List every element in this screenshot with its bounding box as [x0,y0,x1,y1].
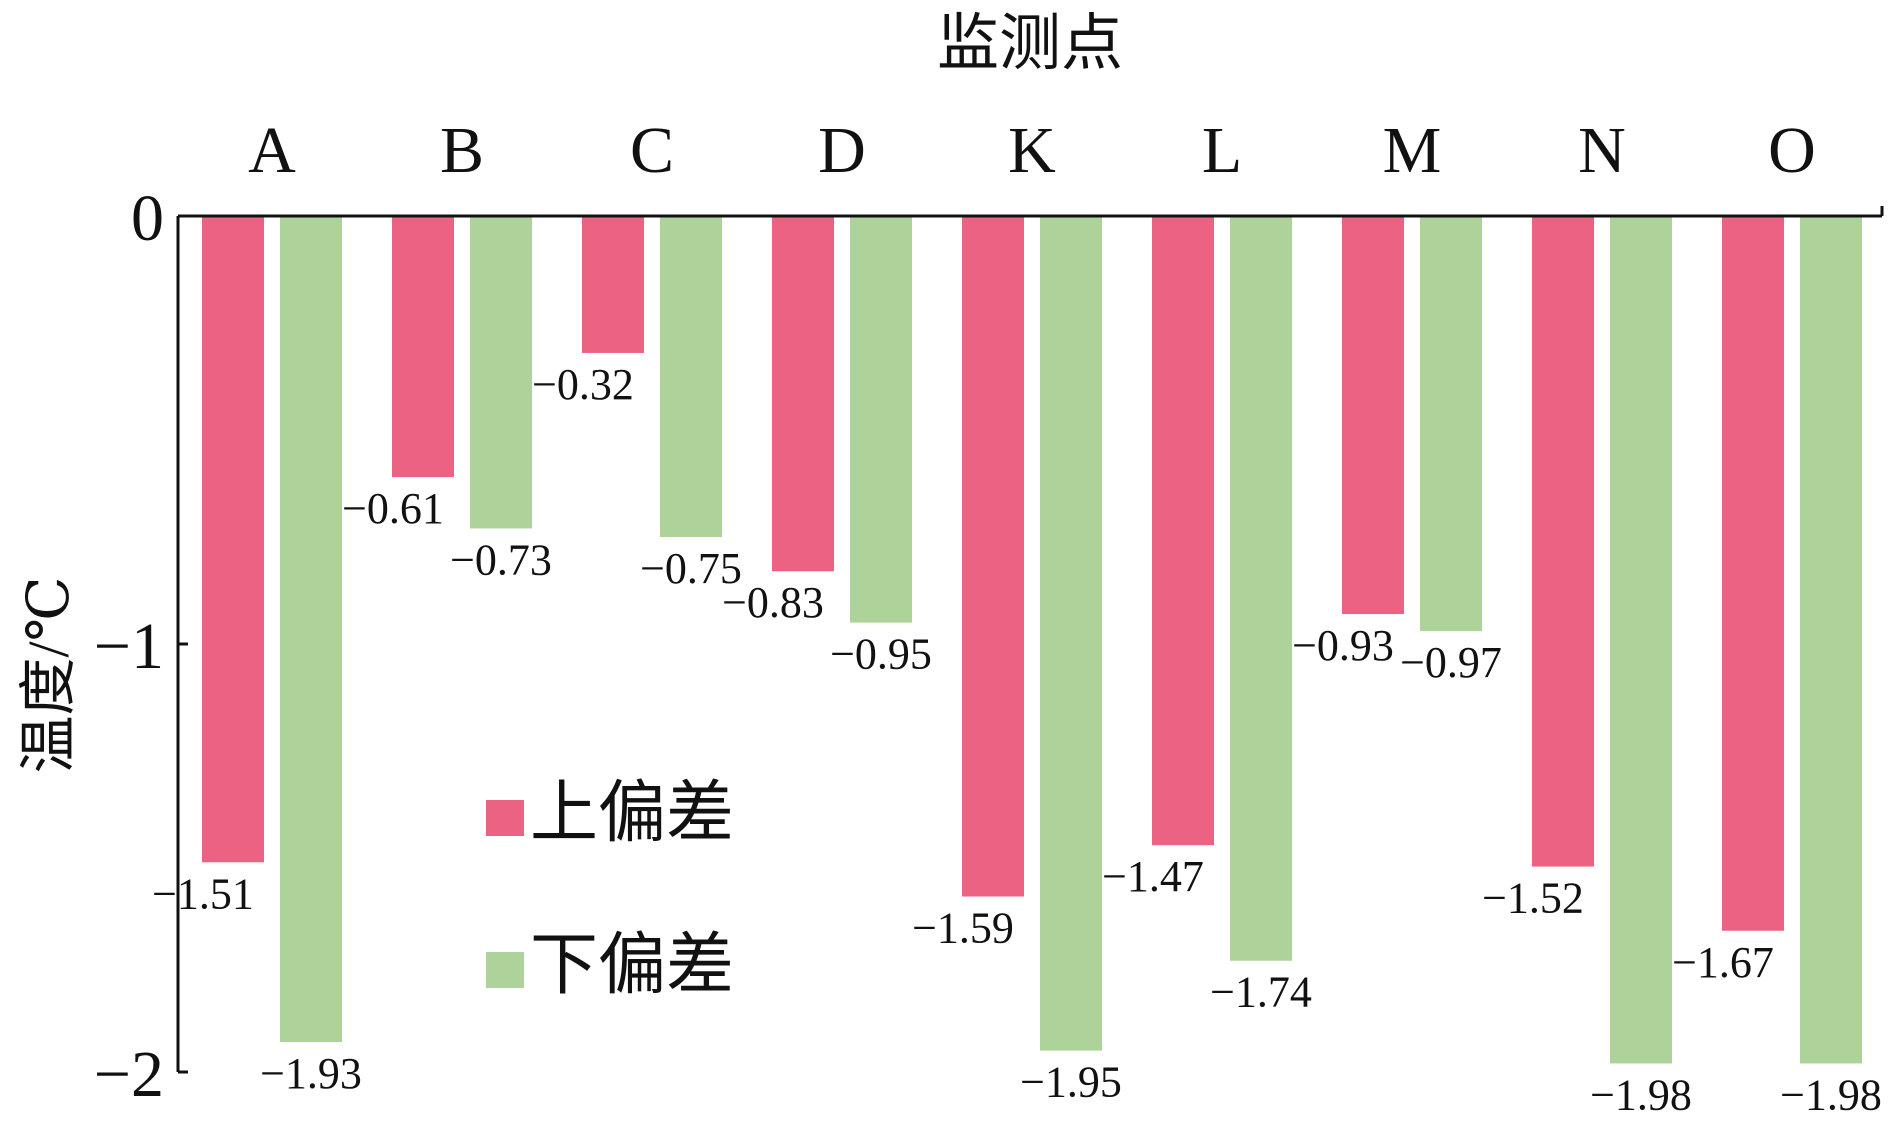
value-label-upper-l: −1.47 [1102,852,1204,901]
bar-lower-k [1040,216,1102,1051]
value-label-lower-d: −0.95 [830,630,932,679]
category-label-l: L [1202,114,1242,187]
category-label-k: K [1008,114,1056,187]
legend-swatch-lower [486,952,524,988]
value-label-lower-m: −0.97 [1400,638,1502,687]
y-tick-label-0: 0 [131,182,164,255]
bar-upper-b [392,216,454,478]
legend-label-upper: 上偏差 [530,775,734,851]
chart-title: 监测点 [937,10,1123,78]
bar-lower-c [660,216,722,537]
y-tick-label-1: −1 [94,610,164,683]
value-label-lower-k: −1.95 [1020,1058,1122,1107]
category-label-m: M [1383,114,1442,187]
bars-group [202,216,1862,1064]
bar-upper-l [1152,216,1214,846]
legend-swatch-upper [486,800,524,836]
value-label-lower-b: −0.73 [450,535,552,584]
category-label-a: A [248,114,296,187]
y-tick-labels: 0 −1 −2 [94,182,164,1111]
value-label-upper-m: −0.93 [1292,621,1394,670]
category-label-o: O [1768,114,1816,187]
bar-upper-d [772,216,834,572]
bar-lower-o [1800,216,1862,1064]
value-label-upper-n: −1.52 [1482,874,1584,923]
value-label-upper-o: −1.67 [1672,938,1774,987]
bar-lower-n [1610,216,1672,1064]
value-label-upper-c: −0.32 [532,360,634,409]
bar-lower-l [1230,216,1292,961]
value-label-upper-k: −1.59 [912,904,1014,953]
category-label-n: N [1578,114,1626,187]
value-label-upper-a: −1.51 [152,869,254,918]
bar-upper-c [582,216,644,353]
bar-lower-a [280,216,342,1043]
bar-upper-o [1722,216,1784,931]
value-label-upper-d: −0.83 [722,578,824,627]
value-label-lower-c: −0.75 [640,544,742,593]
bar-upper-n [1532,216,1594,867]
axes-group [176,206,1884,1074]
value-label-lower-a: −1.93 [260,1049,362,1098]
bar-lower-b [470,216,532,529]
value-label-lower-l: −1.74 [1210,968,1312,1017]
bar-lower-d [850,216,912,623]
bar-upper-a [202,216,264,863]
bar-upper-k [962,216,1024,897]
bar-upper-m [1342,216,1404,615]
bar-lower-m [1420,216,1482,632]
category-label-b: B [440,114,484,187]
value-label-lower-o: −1.98 [1780,1070,1882,1119]
category-label-d: D [818,114,866,187]
y-tick-label-2: −2 [94,1038,164,1111]
category-label-c: C [630,114,674,187]
value-labels: −1.51 −1.93 −0.61−0.73 −0.32 −0.75−0.83−0.95… [152,360,1882,1119]
y-axis-label: 温度/℃ [16,577,81,774]
legend-label-lower: 下偏差 [530,927,734,1003]
value-label-lower-n: −1.98 [1590,1070,1692,1119]
value-label-upper-b: −0.61 [342,484,444,533]
